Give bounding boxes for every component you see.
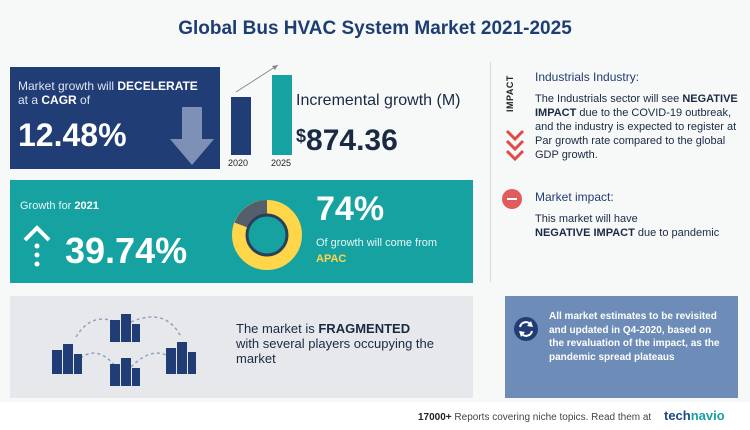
industry-body: The Industrials sector will see NEGATIVE… xyxy=(535,93,738,161)
up-arrow-icon xyxy=(23,225,51,267)
region-name: APAC xyxy=(316,253,347,265)
growth-year-label: Growth for 2021 xyxy=(20,200,99,212)
market-impact-body: This market will have NEGATIVE IMPACT du… xyxy=(535,213,720,239)
impact-tag: IMPACT xyxy=(505,75,515,112)
page-title: Global Bus HVAC System Market 2021-2025 xyxy=(178,18,572,39)
fragment-panel: The market is FRAGMENTED with several pl… xyxy=(10,296,473,398)
growth-value: 39.74% xyxy=(65,230,188,271)
bar-2020 xyxy=(231,97,251,155)
incremental-bars: 2020 2025 xyxy=(226,60,306,175)
refresh-icon xyxy=(514,317,538,341)
incremental-label: Incremental growth (M) xyxy=(296,92,461,109)
revisit-panel: All market estimates to be revisited and… xyxy=(505,296,738,398)
chevron-down-icon xyxy=(505,129,525,162)
year-end: 2025 xyxy=(271,158,292,168)
minus-circle-icon xyxy=(502,189,522,209)
cagr-panel: Market growth will DECELERATE at a CAGR … xyxy=(10,67,220,169)
cagr-text: Market growth will DECELERATE at a CAGR … xyxy=(18,79,198,107)
region-percent: 74% xyxy=(316,190,385,228)
region-text: Of growth will come from xyxy=(316,237,438,249)
trend-arrow-icon xyxy=(235,64,279,93)
footer: 17000+ Reports covering niche topics. Re… xyxy=(0,402,750,430)
bar-2025 xyxy=(272,75,292,155)
buildings-icon xyxy=(52,314,196,386)
technavio-logo[interactable]: technavio xyxy=(664,408,725,423)
down-arrow-icon xyxy=(170,107,214,165)
donut-chart-icon xyxy=(232,200,302,270)
revisit-text: All market estimates to be revisited and… xyxy=(549,311,720,363)
year-start: 2020 xyxy=(228,158,249,168)
footer-text: 17000+ Reports covering niche topics. Re… xyxy=(418,412,652,423)
market-impact-heading: Market impact: xyxy=(535,190,614,204)
incremental-value: $874.36 xyxy=(296,124,398,157)
cagr-value: 12.48% xyxy=(18,117,127,153)
growth-panel: Growth for 2021 39.74% 74% Of growth wil… xyxy=(10,180,473,283)
divider xyxy=(490,62,491,282)
industry-heading: Industrials Industry: xyxy=(535,70,640,84)
fragment-text: The market is FRAGMENTED with several pl… xyxy=(236,321,434,366)
